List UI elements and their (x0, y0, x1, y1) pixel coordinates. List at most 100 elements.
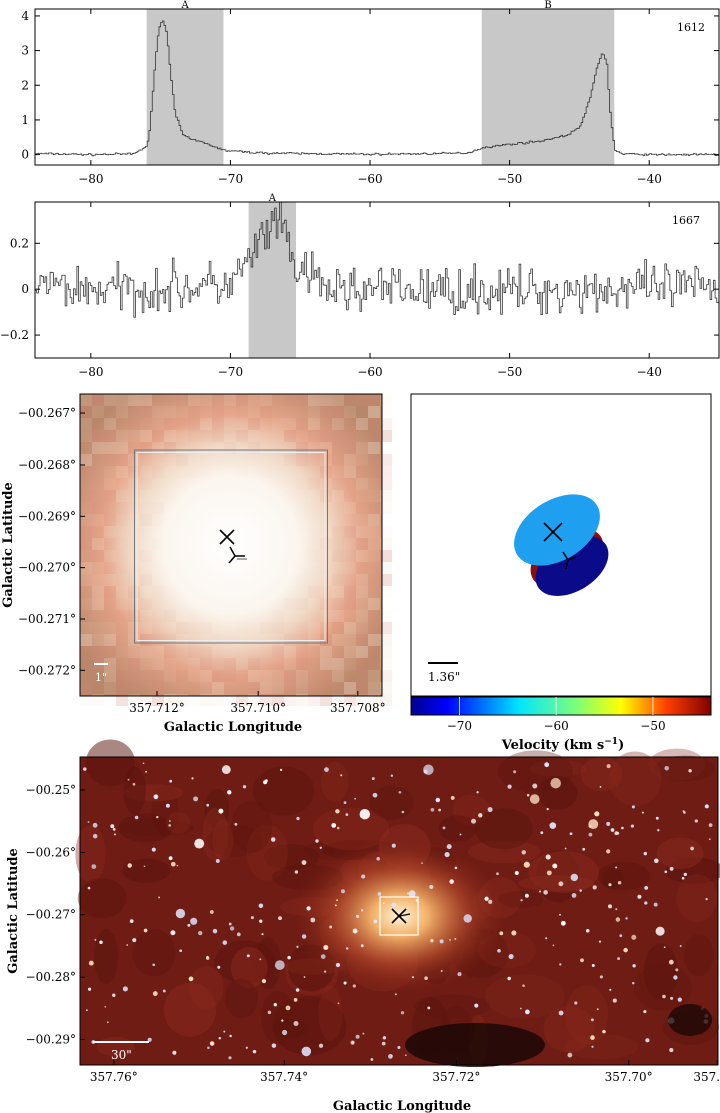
star (688, 769, 692, 773)
star (519, 1007, 522, 1010)
y-tick-label: 3 (21, 44, 29, 58)
star (670, 996, 674, 1000)
star (609, 988, 612, 991)
pixel (92, 394, 104, 406)
pixel (80, 562, 92, 574)
pixel (200, 658, 212, 670)
y-tick-label: −00.267° (18, 406, 76, 420)
star (188, 976, 194, 982)
pixel (92, 574, 104, 586)
x-tick-label: 357.68° (693, 1070, 720, 1084)
pixel (368, 670, 380, 682)
pixel (332, 514, 344, 526)
nebula-patch (94, 929, 118, 984)
star (507, 976, 511, 981)
pixel (104, 658, 116, 670)
pixel (128, 658, 140, 670)
pixel (140, 658, 152, 670)
pixel (356, 694, 368, 706)
pixel (116, 394, 128, 406)
pixel (152, 454, 164, 466)
pixel (284, 622, 296, 634)
pixel (80, 574, 92, 586)
pixel (116, 490, 128, 502)
y-tick-label: −0.2 (0, 328, 29, 342)
nebula-patch (273, 1019, 308, 1038)
pixel (152, 394, 164, 406)
star (158, 896, 161, 899)
pixel (320, 502, 332, 514)
pixel (176, 670, 188, 682)
pixel (296, 622, 308, 634)
pixel (224, 466, 236, 478)
star (675, 968, 679, 972)
star (352, 984, 356, 988)
star (88, 960, 94, 966)
pixel (224, 682, 236, 694)
star (301, 1046, 312, 1057)
pixel (332, 502, 344, 514)
pixel (92, 622, 104, 634)
star (301, 934, 307, 939)
star (170, 930, 176, 936)
star (507, 784, 512, 789)
pixel (104, 454, 116, 466)
nebula-patch (654, 755, 715, 782)
pixel (152, 694, 164, 706)
star (345, 813, 349, 816)
pixel (152, 646, 164, 658)
y-tick-label: 0 (21, 282, 29, 296)
star (580, 958, 584, 963)
pixel (176, 622, 188, 634)
pixel (176, 682, 188, 694)
nebula-patch (528, 851, 599, 894)
star (169, 820, 171, 822)
pixel (80, 694, 92, 706)
pixel (116, 670, 128, 682)
star (227, 790, 232, 795)
y-tick-label: −00.26° (26, 845, 76, 859)
star (273, 1003, 277, 1007)
star (228, 922, 232, 926)
pixel (248, 406, 260, 418)
nebula-patch (608, 751, 662, 807)
pixel (140, 610, 152, 622)
pixel (200, 466, 212, 478)
pixel (284, 682, 296, 694)
pixel (344, 682, 356, 694)
pixel (200, 610, 212, 622)
nebula-patch (468, 840, 541, 864)
star (296, 816, 300, 821)
star (546, 807, 549, 811)
pixel (152, 598, 164, 610)
star (360, 944, 364, 948)
pixel (356, 430, 368, 442)
pixel (296, 514, 308, 526)
star (539, 890, 542, 893)
star (615, 917, 621, 922)
pixel (308, 454, 320, 466)
pixel (380, 646, 392, 658)
star (127, 778, 130, 781)
plot-frame (79, 756, 719, 1066)
pixel (92, 634, 104, 646)
star (175, 908, 186, 919)
pixel (212, 418, 224, 430)
star (207, 1046, 210, 1050)
star (591, 964, 595, 967)
pixel (104, 610, 116, 622)
pixel (152, 586, 164, 598)
pixel (92, 502, 104, 514)
star (86, 1009, 88, 1011)
pixel (212, 430, 224, 442)
pixel (308, 502, 320, 514)
star (324, 767, 329, 772)
pixel (236, 646, 248, 658)
star (132, 938, 137, 943)
scale-bar-label: 30" (111, 1048, 132, 1062)
pixel (344, 478, 356, 490)
pixel (344, 634, 356, 646)
star (499, 931, 504, 936)
star (543, 890, 548, 895)
pixel (140, 646, 152, 658)
